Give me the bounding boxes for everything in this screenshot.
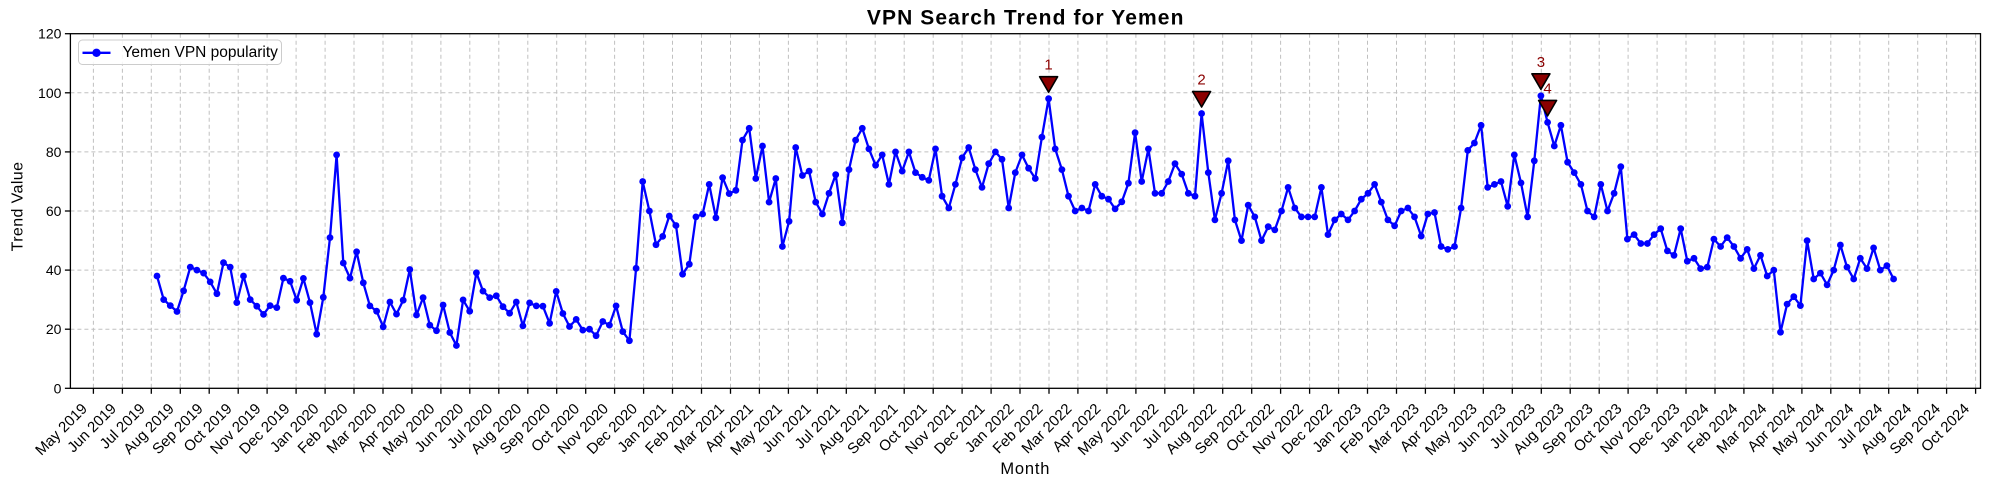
svg-text:1: 1 xyxy=(1044,57,1052,74)
svg-text:Yemen VPN popularity: Yemen VPN popularity xyxy=(123,44,279,61)
svg-text:100: 100 xyxy=(38,85,62,101)
svg-text:120: 120 xyxy=(38,26,62,42)
svg-text:VPN Search Trend for Yemen: VPN Search Trend for Yemen xyxy=(867,7,1185,30)
svg-text:80: 80 xyxy=(46,144,62,160)
svg-text:20: 20 xyxy=(46,321,62,337)
svg-text:2: 2 xyxy=(1197,72,1205,89)
svg-text:Month: Month xyxy=(1000,460,1050,478)
svg-text:Trend Value: Trend Value xyxy=(10,162,27,252)
svg-text:3: 3 xyxy=(1537,54,1545,71)
svg-text:40: 40 xyxy=(46,262,62,278)
svg-text:60: 60 xyxy=(46,203,62,219)
svg-text:0: 0 xyxy=(54,380,62,396)
svg-text:4: 4 xyxy=(1543,80,1551,97)
